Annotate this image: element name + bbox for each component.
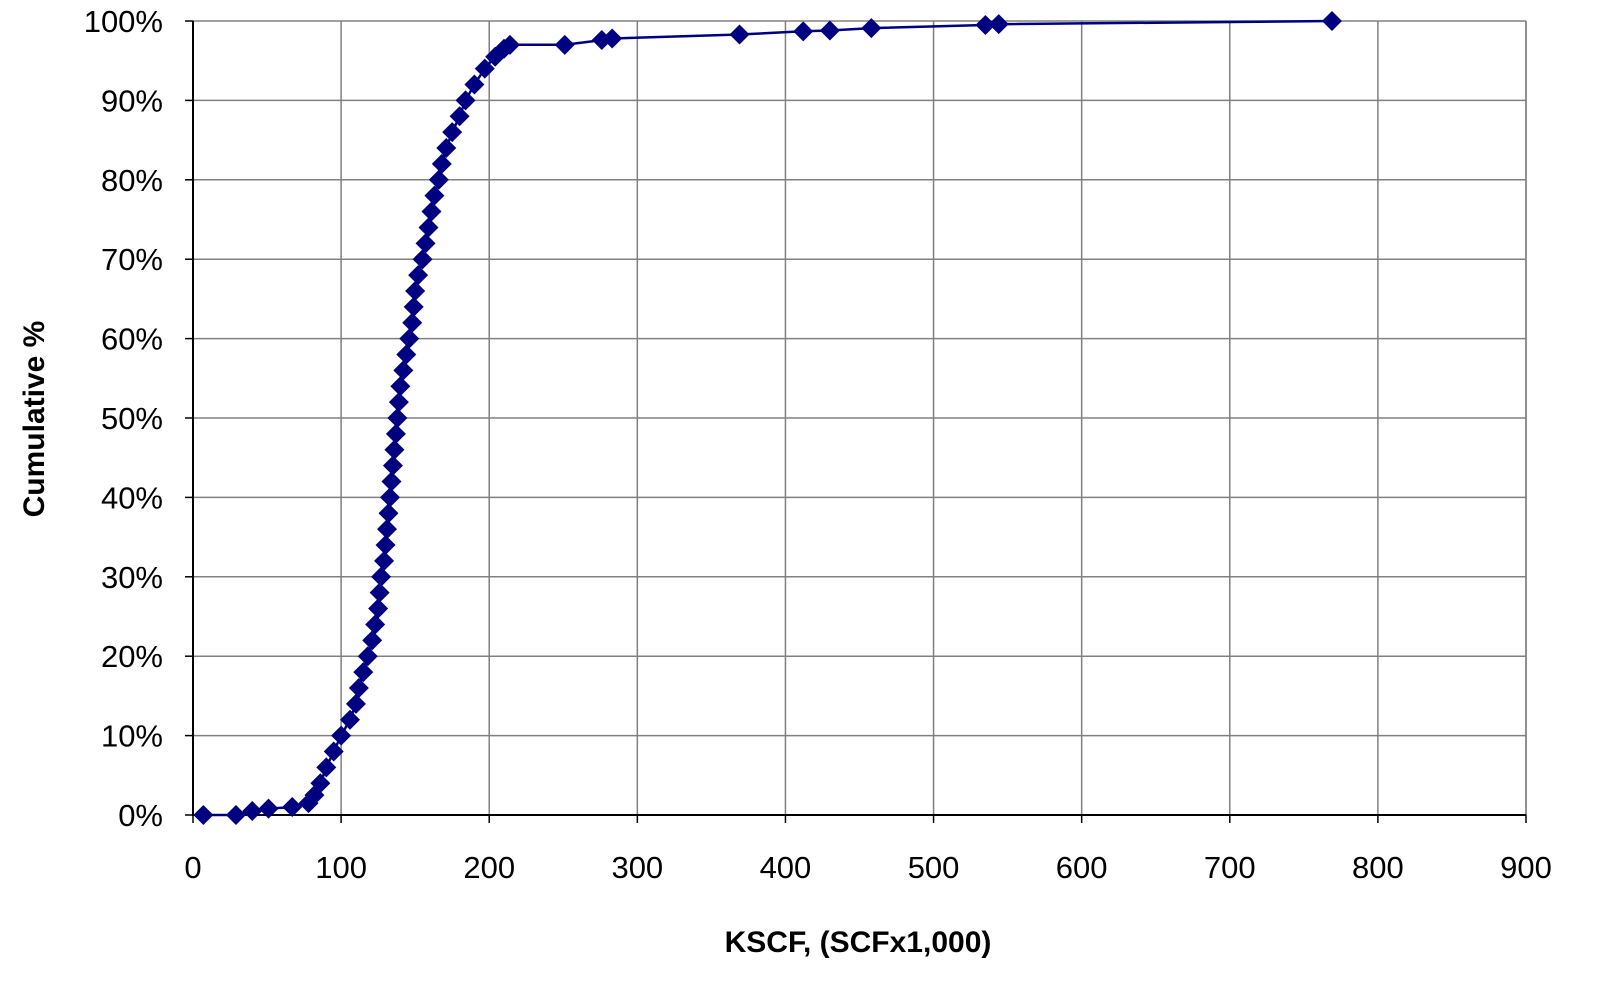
data-point-marker [418,217,439,238]
data-point-marker [369,582,390,603]
data-point-marker [399,328,420,349]
data-point-marker [729,24,750,45]
data-point-marker [861,18,882,39]
data-point-marker [412,249,433,270]
data-point-marker [793,21,814,42]
data-point-marker [499,34,520,55]
y-tick-label: 40% [101,480,163,515]
data-point-marker [988,14,1009,35]
data-point-marker [424,185,445,206]
data-point-marker [819,20,840,41]
data-point-marker [339,709,360,730]
data-point-marker [390,376,411,397]
y-tick-label: 20% [101,639,163,674]
y-tick-label: 100% [84,4,163,39]
data-point-marker [316,757,337,778]
data-point-marker [242,801,263,822]
data-point-marker [385,423,406,444]
data-point-marker [393,360,414,381]
axes [185,20,1527,823]
data-point-marker [377,519,398,540]
data-point-marker [331,725,352,746]
grid-lines [193,20,1527,815]
data-point-marker [357,646,378,667]
x-tick-label: 200 [463,850,515,885]
y-tick-label: 10% [101,719,163,754]
x-tick-label: 0 [184,850,201,885]
y-tick-label: 60% [101,322,163,357]
data-point-marker [374,550,395,571]
data-point-marker [402,312,423,333]
data-point-marker [455,90,476,111]
data-point-marker [474,58,495,79]
x-tick-label: 700 [1204,850,1256,885]
data-point-marker [1321,11,1342,31]
data-point-marker [345,693,366,714]
data-point-marker [282,797,303,818]
data-point-marker [449,106,470,127]
x-tick-label: 100 [315,850,367,885]
y-tick-label: 50% [101,401,163,436]
y-tick-label: 0% [118,798,163,833]
data-point-marker [428,169,449,190]
data-point-marker [554,34,575,55]
data-point-marker [975,14,996,35]
data-point-marker [421,201,442,222]
data-point-marker [602,28,623,49]
data-point-marker [384,439,405,460]
series-markers [193,11,1342,825]
tick-labels: 0 100 200 300 400 500 600 700 800 900 0% 10% 20% 30% 4… [84,4,1552,885]
x-tick-label: 600 [1056,850,1108,885]
data-point-marker [403,296,424,317]
y-tick-label: 90% [101,83,163,118]
data-point-marker [365,614,386,635]
data-point-marker [371,566,392,587]
data-point-marker [379,487,400,508]
data-point-marker [323,741,344,762]
data-point-marker [225,805,246,825]
x-tick-label: 400 [760,850,812,885]
data-point-marker [405,280,426,301]
data-point-marker [387,408,408,428]
data-point-marker [442,122,463,143]
data-point-marker [310,773,331,794]
x-tick-label: 500 [908,850,960,885]
x-axis-title: KSCF, (SCFx1,000) [725,926,992,959]
data-point-marker [258,798,279,819]
data-point-marker [436,138,457,159]
data-point-marker [348,677,369,698]
y-axis-title: Cumulative % [18,321,51,518]
data-point-marker [375,535,396,556]
data-point-marker [353,662,374,683]
data-point-marker [362,630,383,651]
data-point-marker [415,233,436,254]
data-point-marker [382,455,403,476]
data-point-marker [381,471,402,492]
x-tick-label: 800 [1352,850,1404,885]
data-point-marker [378,503,399,524]
data-point-marker [193,805,214,825]
data-point-marker [431,153,452,174]
data-point-marker [464,74,485,95]
data-point-marker [408,265,429,286]
data-point-marker [388,392,409,413]
x-tick-label: 900 [1500,850,1552,885]
x-tick-label: 300 [611,850,663,885]
y-tick-label: 80% [101,163,163,198]
data-point-marker [368,598,389,619]
y-tick-label: 70% [101,242,163,277]
data-point-marker [396,344,417,365]
y-tick-label: 30% [101,560,163,595]
